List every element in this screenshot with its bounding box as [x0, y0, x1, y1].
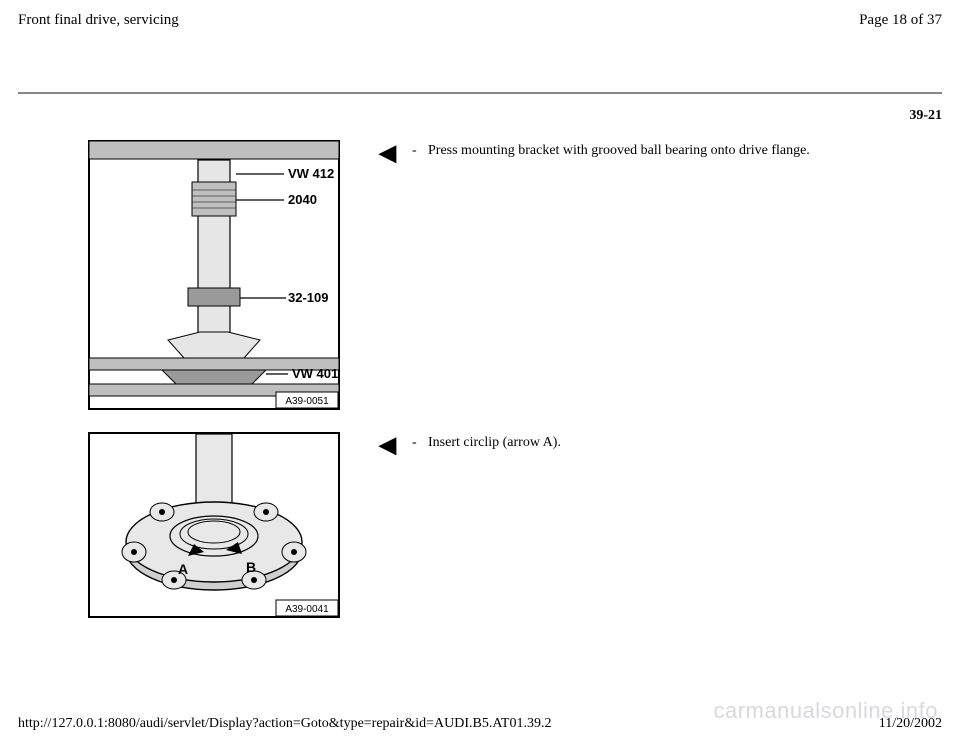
header-page-number: Page 18 of 37	[859, 12, 942, 29]
svg-text:2040: 2040	[288, 192, 317, 207]
header-title: Front final drive, servicing	[18, 12, 179, 29]
step-2-body: Insert circlip (arrow A).	[428, 435, 561, 450]
section-number: 39-21	[909, 108, 942, 124]
svg-text:B: B	[246, 559, 256, 575]
page-root: Front final drive, servicing Page 18 of …	[0, 0, 960, 742]
header-divider	[18, 92, 942, 94]
footer-date: 11/20/2002	[879, 716, 942, 732]
step-arrow-icon: ◀	[340, 432, 412, 456]
svg-text:A: A	[178, 561, 188, 577]
svg-text:32-109: 32-109	[288, 290, 328, 305]
footer-url: http://127.0.0.1:8080/audi/servlet/Displ…	[18, 716, 551, 732]
step-row-2: A B A39-0041 ◀ -Insert circlip (arrow A)…	[88, 432, 942, 618]
step-arrow-icon: ◀	[340, 140, 412, 164]
svg-text:VW 412: VW 412	[288, 166, 334, 181]
step-1-body: Press mounting bracket with grooved ball…	[428, 143, 810, 158]
figure-1: VW 412 2040 32-109 VW 401 A39-0051	[88, 140, 340, 410]
step-row-1: VW 412 2040 32-109 VW 401 A39-0051 ◀ -Pr…	[88, 140, 942, 410]
figure-2: A B A39-0041	[88, 432, 340, 618]
step-2-text: -Insert circlip (arrow A).	[412, 432, 942, 453]
svg-text:VW 401: VW 401	[292, 366, 338, 381]
step-1-text: -Press mounting bracket with grooved bal…	[412, 140, 942, 161]
page-header: Front final drive, servicing Page 18 of …	[18, 12, 942, 29]
svg-text:A39-0041: A39-0041	[285, 604, 329, 615]
svg-text:A39-0051: A39-0051	[285, 396, 329, 407]
